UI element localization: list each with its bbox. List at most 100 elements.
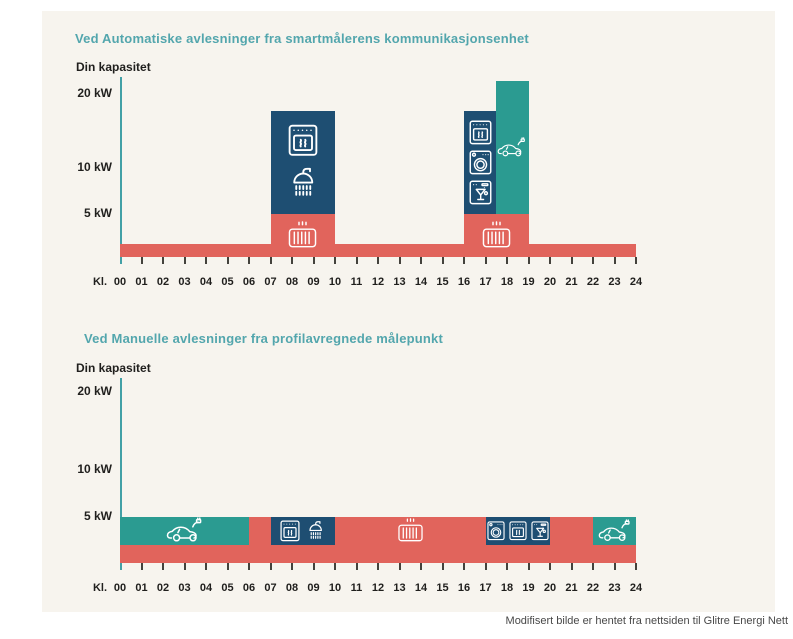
x-tick [570,563,573,570]
x-tick [441,563,444,570]
y-tick-label: 10 kW [77,160,112,174]
x-hour-label: 15 [436,276,449,288]
x-tick [527,563,530,570]
x-hour-label: 00 [113,582,127,594]
oven-icon [288,124,318,156]
x-hour-label: 07 [264,276,277,288]
x-hour-label: 15 [436,582,449,594]
x-tick [613,257,616,264]
x-hour-label: 13 [393,276,406,288]
x-tick [463,257,465,264]
segment-icons [464,214,529,257]
chart-title: Ved Manuelle avlesninger fra profilavreg… [84,331,444,346]
x-tick [463,563,465,570]
segment-icons [593,517,636,545]
x-hour-label: 10 [328,276,342,288]
x-hour-label: 16 [457,276,471,288]
x-tick [506,563,508,570]
washer-icon [487,521,505,541]
y-axis-line [120,77,122,264]
x-tick [398,257,401,264]
x-hour-label: 23 [608,582,621,594]
x-tick [613,563,616,570]
x-hour-label: 21 [565,276,578,288]
x-tick [527,257,530,264]
x-hour-label: 06 [242,276,256,288]
x-hour-label: 00 [113,276,127,288]
x-axis-prefix: Kl. [92,276,107,288]
segment-heating-midday [391,517,430,545]
x-hour-label: 11 [350,582,363,594]
ev-car-icon [497,136,526,157]
x-tick [592,563,594,570]
x-tick [248,563,250,570]
dishwasher-icon [531,521,549,541]
capacity-label: Din kapasitet [76,361,151,375]
x-tick [549,257,551,264]
y-tick-label: 5 kW [83,206,112,220]
x-hour-label: 19 [522,582,535,594]
oven-icon [509,521,527,541]
x-hour-label: 06 [242,582,256,594]
segment-icons [271,517,336,545]
x-tick [269,563,272,570]
y-tick-label: 10 kW [77,462,112,476]
x-hour-label: 05 [221,276,234,288]
x-hour-label: 08 [285,276,299,288]
x-tick [592,257,594,264]
capacity-label: Din kapasitet [76,60,151,74]
image-credit: Modifisert bilde er hentet fra nettsiden… [505,615,788,627]
x-tick [312,563,315,570]
segment-icons [464,111,496,214]
x-hour-label: 18 [500,582,514,594]
x-hour-label: 13 [393,582,406,594]
infographic-panel [42,11,775,612]
x-tick [183,563,186,570]
x-tick [183,257,186,264]
x-tick [635,563,637,570]
x-hour-label: 12 [371,276,385,288]
x-hour-label: 18 [500,276,514,288]
x-tick [248,257,250,264]
x-hour-label: 08 [285,582,299,594]
washer-icon [469,150,492,175]
x-tick [140,563,143,570]
x-hour-label: 22 [586,276,600,288]
shower-icon [293,167,313,196]
x-hour-label: 17 [479,276,492,288]
oven-icon [469,120,492,145]
x-tick [441,257,444,264]
x-hour-label: 01 [135,582,148,594]
dishwasher-icon [469,180,492,205]
x-hour-label: 12 [371,582,385,594]
x-tick [334,257,336,264]
x-tick [420,563,422,570]
x-tick [334,563,336,570]
shower-icon [309,520,323,539]
x-hour-label: 23 [608,276,621,288]
x-hour-label: 09 [307,582,320,594]
x-hour-label: 21 [565,582,578,594]
x-tick [226,257,229,264]
radiator-icon [288,221,317,248]
x-tick [355,563,358,570]
x-hour-label: 02 [156,582,170,594]
x-tick [635,257,637,264]
segment-icons [120,517,249,545]
x-tick [269,257,272,264]
x-hour-label: 02 [156,276,170,288]
segment-appliances-evening [485,517,550,545]
y-tick-label: 20 kW [77,86,112,100]
x-tick [484,257,487,264]
x-hour-label: 01 [135,276,148,288]
x-tick [205,563,207,570]
x-hour-label: 11 [350,276,363,288]
x-hour-label: 19 [522,276,535,288]
segment-ev-charging-evening [593,517,636,545]
segment-oven-shower-morning [270,110,335,214]
x-hour-label: 17 [479,582,492,594]
x-tick [291,563,293,570]
x-hour-label: 04 [199,276,213,288]
x-tick [355,257,358,264]
